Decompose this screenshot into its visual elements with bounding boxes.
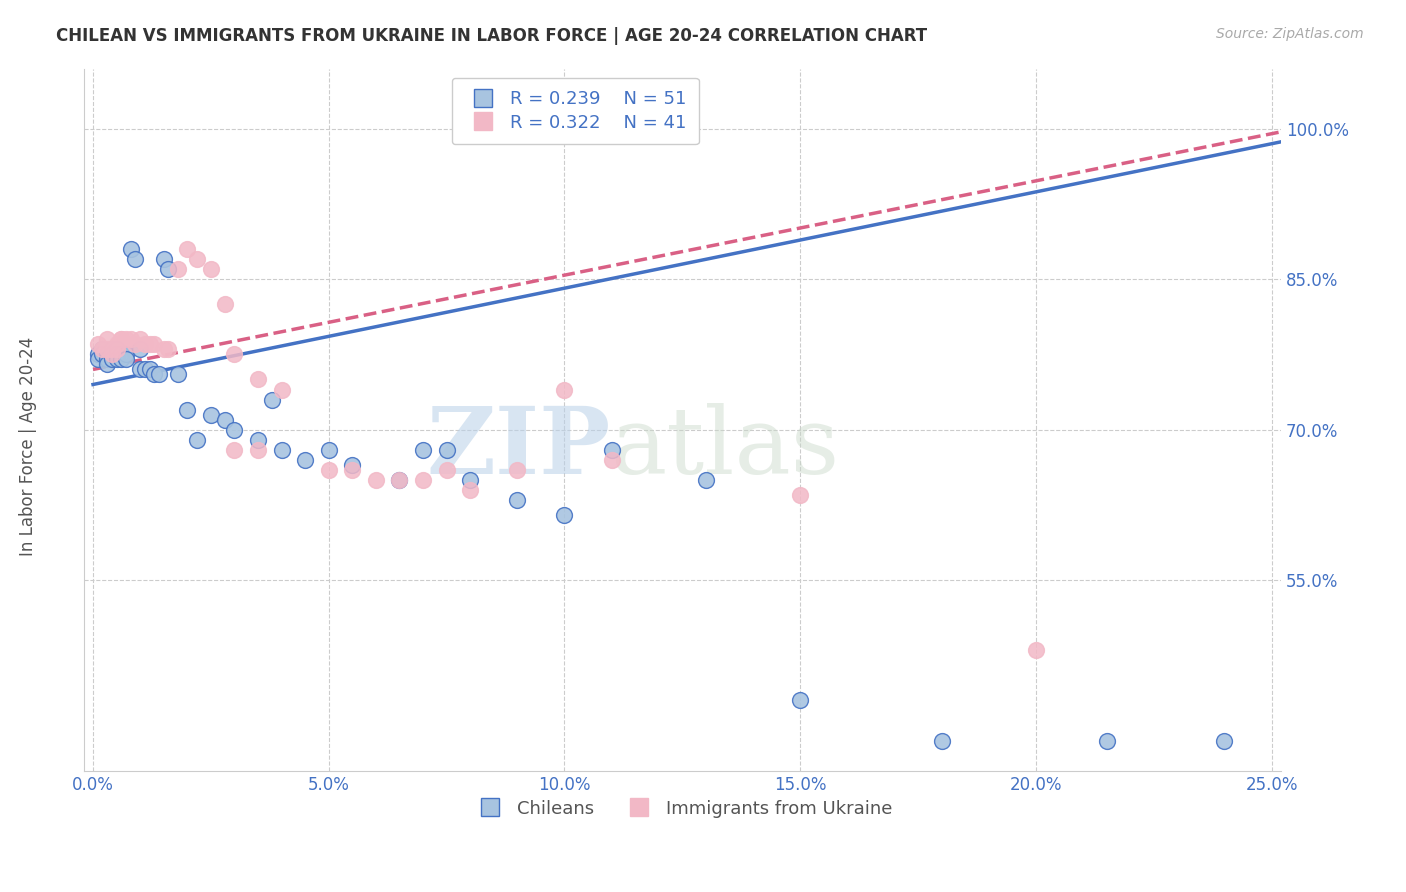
Point [458, 483, 481, 497]
Point [458, 473, 481, 487]
Point [167, 262, 190, 277]
Point [101, 347, 124, 361]
Point [148, 368, 170, 382]
Point [101, 352, 124, 367]
Text: atlas: atlas [610, 402, 839, 492]
Point [553, 508, 575, 522]
Point [553, 383, 575, 397]
Point [224, 347, 246, 361]
Point [143, 368, 166, 382]
Point [110, 352, 132, 367]
Point [600, 442, 623, 457]
Point [105, 352, 128, 367]
Point [115, 347, 138, 361]
Point [412, 473, 434, 487]
Point [91, 343, 114, 357]
Point [388, 473, 411, 487]
Point [186, 433, 208, 447]
Point [789, 488, 811, 502]
Point [436, 463, 458, 477]
Point [388, 473, 411, 487]
Point [412, 442, 434, 457]
Legend: Chileans, Immigrants from Ukraine: Chileans, Immigrants from Ukraine [464, 792, 900, 825]
Point [247, 442, 270, 457]
Point [96, 358, 118, 372]
Point [124, 337, 146, 351]
Point [87, 347, 110, 361]
Point [318, 442, 340, 457]
Point [120, 242, 142, 256]
Point [200, 262, 222, 277]
Point [134, 337, 156, 351]
Point [600, 452, 623, 467]
Point [115, 332, 138, 346]
Point [200, 408, 222, 422]
Point [152, 252, 174, 266]
Point [129, 362, 152, 376]
Point [214, 297, 236, 311]
Point [506, 492, 529, 507]
Point [115, 352, 138, 367]
Point [1095, 733, 1118, 747]
Point [1025, 643, 1047, 657]
Point [152, 343, 174, 357]
Point [186, 252, 208, 266]
Point [134, 362, 156, 376]
Point [96, 343, 118, 357]
Point [101, 347, 124, 361]
Point [101, 343, 124, 357]
Text: ZIP: ZIP [426, 402, 610, 492]
Point [129, 332, 152, 346]
Point [96, 332, 118, 346]
Point [143, 337, 166, 351]
Text: Source: ZipAtlas.com: Source: ZipAtlas.com [1216, 27, 1364, 41]
Point [176, 242, 198, 256]
Point [110, 347, 132, 361]
Point [110, 332, 132, 346]
Point [157, 262, 180, 277]
Point [105, 343, 128, 357]
Point [105, 347, 128, 361]
Point [91, 343, 114, 357]
Point [87, 337, 110, 351]
Point [224, 423, 246, 437]
Point [342, 458, 364, 472]
Point [364, 473, 387, 487]
Point [506, 463, 529, 477]
Point [96, 347, 118, 361]
Point [120, 332, 142, 346]
Point [262, 392, 284, 407]
Point [129, 343, 152, 357]
Point [342, 463, 364, 477]
Point [176, 402, 198, 417]
Point [318, 463, 340, 477]
Point [105, 343, 128, 357]
Text: CHILEAN VS IMMIGRANTS FROM UKRAINE IN LABOR FORCE | AGE 20-24 CORRELATION CHART: CHILEAN VS IMMIGRANTS FROM UKRAINE IN LA… [56, 27, 928, 45]
Point [789, 693, 811, 707]
Point [1213, 733, 1236, 747]
Point [214, 412, 236, 426]
Point [695, 473, 717, 487]
Point [157, 343, 180, 357]
Point [294, 452, 316, 467]
Point [247, 433, 270, 447]
Point [270, 383, 292, 397]
Point [91, 347, 114, 361]
Point [931, 733, 953, 747]
Point [138, 337, 160, 351]
Point [124, 252, 146, 266]
Point [247, 372, 270, 386]
Point [138, 362, 160, 376]
Point [87, 352, 110, 367]
Point [436, 442, 458, 457]
Text: In Labor Force | Age 20-24: In Labor Force | Age 20-24 [20, 336, 37, 556]
Point [96, 352, 118, 367]
Point [110, 332, 132, 346]
Point [101, 343, 124, 357]
Point [105, 337, 128, 351]
Point [270, 442, 292, 457]
Point [224, 442, 246, 457]
Point [167, 368, 190, 382]
